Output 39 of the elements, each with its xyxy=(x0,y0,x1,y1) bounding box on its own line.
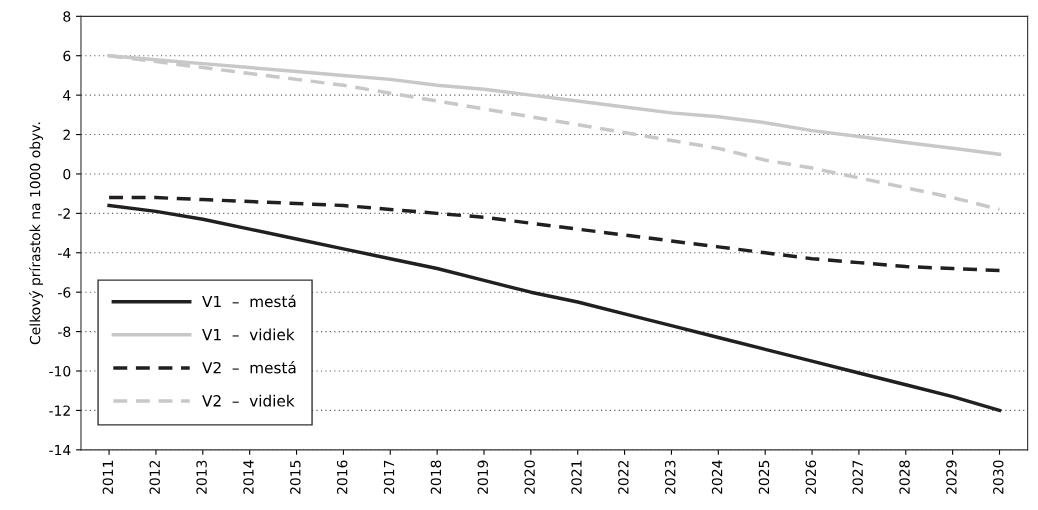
y-tick-label: -10 xyxy=(49,365,71,377)
y-tick-label: 8 xyxy=(63,11,71,22)
x-tick-label: 2025 xyxy=(758,460,770,494)
x-tick-label: 2026 xyxy=(805,460,817,494)
line-series xyxy=(107,195,1002,273)
x-tick-label: 2027 xyxy=(852,460,863,494)
x-tick-label: 2023 xyxy=(664,460,676,494)
x-tick-label: 2018 xyxy=(430,460,442,494)
y-tick-label: 6 xyxy=(63,50,71,62)
x-tick-label: 2021 xyxy=(571,460,582,494)
legend-label: V2 – mestá xyxy=(202,361,296,374)
x-tick-label: 2014 xyxy=(243,460,254,494)
y-tick-label: -12 xyxy=(49,405,70,416)
legend-label: V1 – mestá xyxy=(202,294,296,308)
x-tick-label: 2022 xyxy=(618,460,629,494)
y-tick-label: 2 xyxy=(63,129,70,140)
x-tick-label: 2013 xyxy=(196,460,207,494)
line-series xyxy=(107,203,1002,413)
y-tick-label: -4 xyxy=(58,247,71,259)
y-tick-label: 4 xyxy=(63,90,71,101)
x-tick-label: 2017 xyxy=(383,460,395,494)
x-tick-label: 2020 xyxy=(524,460,535,494)
legend-label: V2 – vidiek xyxy=(202,394,295,407)
x-tick-label: 2019 xyxy=(477,460,489,494)
x-tick-label: 2015 xyxy=(290,460,301,494)
x-tick-label: 2030 xyxy=(993,460,1004,494)
y-tick-label: -14 xyxy=(49,444,71,456)
y-tick-label: -2 xyxy=(58,208,70,219)
y-tick-label: -8 xyxy=(58,326,71,338)
x-tick-label: 2012 xyxy=(149,460,160,494)
x-tick-label: 2024 xyxy=(711,460,723,494)
y-tick-label: -6 xyxy=(58,287,71,298)
x-tick-label: 2028 xyxy=(899,460,910,494)
x-tick-label: 2029 xyxy=(946,460,957,494)
x-tick-label: 2016 xyxy=(336,460,348,494)
x-tick-label: 2011 xyxy=(102,460,114,494)
y-axis-title: Celkový prírastok na 1000 obyv. xyxy=(29,122,43,345)
y-tick-label: 0 xyxy=(63,168,71,180)
legend-label: V1 – vidiek xyxy=(202,328,295,341)
